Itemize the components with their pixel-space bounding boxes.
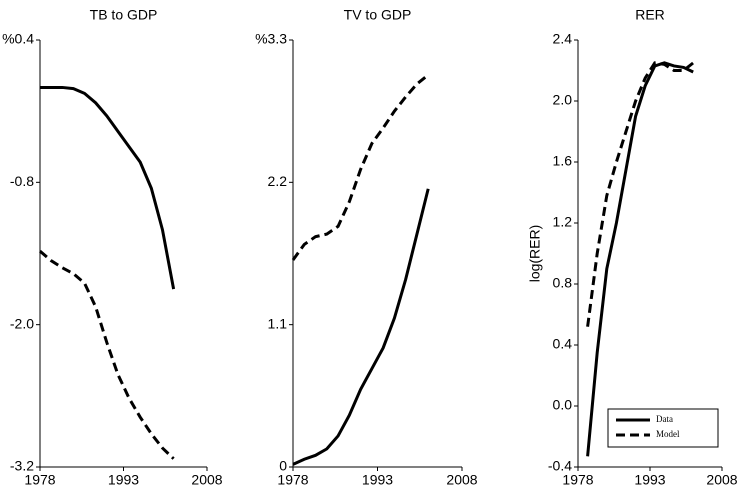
x-tick-label: 1993 [108, 472, 139, 488]
y-tick-label: 2.0 [553, 92, 573, 108]
y-axis-label: log(RER) [527, 225, 543, 283]
y-tick-label: %0.4 [2, 31, 34, 47]
legend-box [607, 408, 719, 448]
y-tick-label: -2.0 [10, 315, 34, 331]
series-line [40, 85, 176, 290]
series-line [586, 61, 695, 327]
legend-label: Model [656, 429, 680, 439]
y-tick-label: 1.1 [268, 315, 288, 331]
chart-title: TB to GDP [90, 7, 158, 23]
y-tick-label: 0.4 [553, 336, 573, 352]
series-line [291, 73, 430, 261]
x-tick-label: 1978 [24, 472, 55, 488]
y-tick-label: 0.8 [553, 275, 573, 291]
chart-title: RER [635, 7, 665, 23]
y-tick-label: -0.8 [10, 173, 34, 189]
legend-label: Data [656, 414, 673, 424]
y-tick-label: 2.4 [553, 31, 573, 47]
x-tick-label: 1978 [277, 472, 308, 488]
y-tick-label: -0.4 [548, 458, 572, 474]
y-tick-label: 0.0 [553, 397, 573, 413]
y-tick-label: 2.2 [268, 173, 288, 189]
x-tick-label: 2008 [446, 472, 477, 488]
x-tick-label: 1978 [562, 472, 593, 488]
x-tick-label: 2008 [706, 472, 737, 488]
legend: Data Model [607, 408, 719, 448]
x-tick-label: 2008 [191, 472, 222, 488]
x-tick-label: 1993 [362, 472, 393, 488]
y-tick-label: 1.2 [553, 214, 573, 230]
y-tick-label: 0 [279, 458, 287, 474]
y-tick-label: 1.6 [553, 153, 573, 169]
series-line [292, 188, 430, 466]
x-tick-label: 1993 [634, 472, 665, 488]
series-line [39, 249, 175, 460]
series-line [586, 61, 694, 457]
y-tick-label: -3.2 [10, 458, 34, 474]
chart-title: TV to GDP [344, 7, 412, 23]
y-tick-label: %3.3 [255, 31, 287, 47]
